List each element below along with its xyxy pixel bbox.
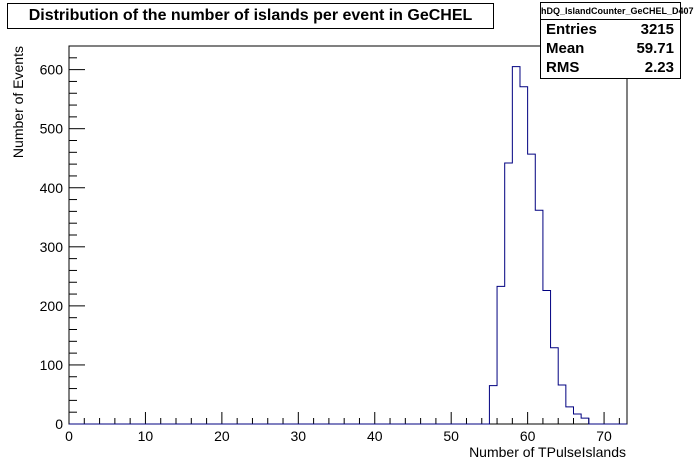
histogram-bin bbox=[512, 67, 520, 424]
histogram-bin bbox=[543, 291, 551, 424]
y-axis-ticks: 0 100 200 300 400 500 600 bbox=[40, 45, 85, 432]
histogram-bin bbox=[551, 348, 559, 424]
stats-row-mean: Mean 59.71 bbox=[541, 39, 680, 58]
y-tick-label: 100 bbox=[40, 357, 64, 373]
stats-row-entries: Entries 3215 bbox=[541, 20, 680, 39]
x-tick-label: 70 bbox=[596, 428, 612, 444]
histogram-bin bbox=[528, 154, 536, 424]
histogram-bin bbox=[535, 210, 543, 424]
x-tick-label: 10 bbox=[138, 428, 154, 444]
x-tick-label: 0 bbox=[65, 428, 73, 444]
histogram-bin bbox=[497, 286, 505, 424]
histogram-bin bbox=[558, 385, 566, 424]
x-tick-label: 30 bbox=[291, 428, 307, 444]
y-tick-label: 400 bbox=[40, 180, 64, 196]
x-tick-label: 60 bbox=[520, 428, 536, 444]
x-tick-label: 20 bbox=[214, 428, 230, 444]
histogram-bin bbox=[520, 87, 528, 424]
stats-value: 2.23 bbox=[644, 59, 674, 76]
stats-label: Entries bbox=[546, 21, 597, 38]
x-axis-ticks: 0 10 20 30 40 50 60 70 bbox=[65, 412, 620, 444]
stats-label: RMS bbox=[546, 59, 580, 76]
y-axis-label: Number of Events bbox=[10, 46, 26, 158]
histogram-bin bbox=[573, 414, 581, 424]
stats-label: Mean bbox=[546, 40, 585, 57]
x-axis-label: Number of TPulseIslands bbox=[469, 444, 626, 460]
histogram-bin bbox=[581, 418, 589, 424]
histogram-bin bbox=[489, 386, 497, 424]
y-tick-label: 0 bbox=[55, 416, 63, 432]
stats-row-rms: RMS 2.23 bbox=[541, 58, 680, 77]
stats-box: hDQ_IslandCounter_GeCHEL_D407 Entries 32… bbox=[540, 2, 694, 79]
stats-histogram-name: hDQ_IslandCounter_GeCHEL_D407 bbox=[541, 3, 694, 20]
x-tick-label: 40 bbox=[367, 428, 383, 444]
y-tick-label: 300 bbox=[40, 239, 64, 255]
histogram-line bbox=[69, 66, 627, 425]
histogram-bin bbox=[505, 163, 513, 424]
stats-value: 3215 bbox=[640, 21, 674, 38]
y-tick-label: 500 bbox=[40, 121, 64, 137]
stats-value: 59.71 bbox=[636, 40, 674, 57]
chart-title: Distribution of the number of islands pe… bbox=[7, 3, 494, 29]
histogram-bin bbox=[566, 407, 574, 424]
y-tick-label: 600 bbox=[40, 62, 64, 78]
y-tick-label: 200 bbox=[40, 298, 64, 314]
x-tick-label: 50 bbox=[443, 428, 459, 444]
